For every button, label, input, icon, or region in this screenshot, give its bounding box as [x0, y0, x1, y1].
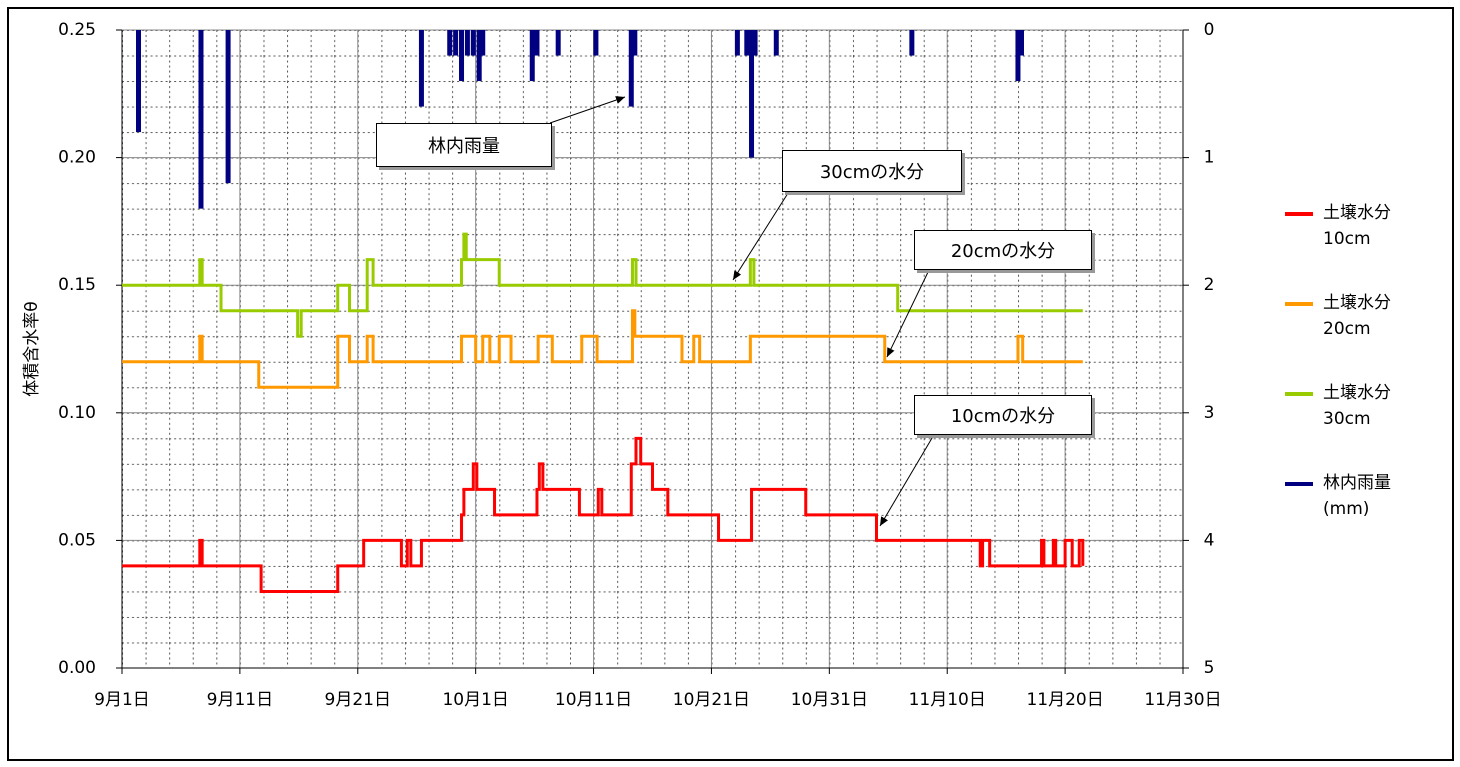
- y2-tick-label: 2: [1204, 275, 1215, 295]
- bar: [628, 30, 634, 107]
- x-tick-label: 9月11日: [207, 690, 273, 710]
- bar: [555, 30, 561, 56]
- bar: [453, 30, 459, 56]
- legend-swatch: [1285, 392, 1313, 396]
- legend-item: 土壌水分 10cm: [1285, 200, 1445, 290]
- bar: [198, 30, 204, 209]
- bar: [459, 30, 465, 82]
- x-tick-label: 10月1日: [442, 690, 508, 710]
- bar: [464, 30, 470, 56]
- annotation: 林内雨量: [376, 123, 552, 167]
- legend-item: 土壌水分 30cm: [1285, 380, 1445, 470]
- bar: [744, 30, 750, 56]
- y-tick-label: 0.05: [58, 530, 96, 550]
- legend-label: 土壌水分 20cm: [1323, 293, 1391, 339]
- x-tick-label: 10月31日: [791, 690, 868, 710]
- legend-item: 土壌水分 20cm: [1285, 290, 1445, 380]
- x-tick-label: 9月1日: [94, 690, 150, 710]
- line: [122, 436, 1085, 593]
- y-tick-label: 0.15: [58, 275, 96, 295]
- y2-tick-label: 1: [1204, 148, 1215, 168]
- annotation: 10cmの水分: [914, 395, 1092, 435]
- bar: [136, 30, 142, 133]
- arrow: [886, 267, 931, 358]
- annotation: 30cmの水分: [782, 150, 962, 192]
- y2-tick-label: 3: [1204, 403, 1215, 423]
- legend-item: 林内雨量 (mm): [1285, 470, 1445, 560]
- bar: [529, 30, 535, 82]
- legend-swatch: [1285, 302, 1313, 306]
- y2-tick-label: 4: [1204, 530, 1215, 550]
- legend: 土壌水分 10cm 土壌水分 20cm 土壌水分 30cm 林内雨量 (mm): [1285, 200, 1445, 560]
- y-tick-label: 0.20: [58, 148, 96, 168]
- legend-label: 土壌水分 10cm: [1323, 203, 1391, 249]
- y2-tick-label: 0: [1204, 20, 1215, 40]
- bar: [476, 30, 482, 82]
- x-tick-label: 11月30日: [1144, 690, 1221, 710]
- bar: [418, 30, 424, 107]
- y-tick-label: 0.10: [58, 403, 96, 423]
- x-tick-label: 11月20日: [1026, 690, 1103, 710]
- y-tick-label: 0.00: [58, 658, 96, 678]
- bar: [225, 30, 231, 184]
- bar: [470, 30, 476, 56]
- arrow: [879, 432, 936, 527]
- x-tick-label: 10月21日: [673, 690, 750, 710]
- bar: [593, 30, 599, 56]
- bar: [480, 30, 486, 56]
- bar: [749, 30, 755, 158]
- arrow: [549, 96, 626, 124]
- x-tick-label: 10月11日: [555, 690, 632, 710]
- minor-grid: [122, 30, 1183, 668]
- bar: [632, 30, 638, 56]
- bar: [447, 30, 453, 56]
- bar: [773, 30, 779, 56]
- x-tick-label: 9月21日: [325, 690, 391, 710]
- bar: [1018, 30, 1024, 56]
- bar: [734, 30, 740, 56]
- legend-label: 土壌水分 30cm: [1323, 383, 1391, 429]
- frame: [7, 7, 1454, 761]
- annotation: 20cmの水分: [914, 230, 1092, 270]
- legend-swatch: [1285, 482, 1313, 486]
- bar: [909, 30, 915, 56]
- line: [122, 232, 1083, 338]
- line: [122, 309, 1083, 389]
- legend-swatch: [1285, 212, 1313, 216]
- y-axis-label: 体積含水率θ: [22, 301, 42, 396]
- y-tick-label: 0.25: [58, 20, 96, 40]
- x-tick-label: 11月10日: [909, 690, 986, 710]
- arrow: [732, 189, 791, 281]
- legend-label: 林内雨量 (mm): [1323, 473, 1391, 519]
- bar: [534, 30, 540, 56]
- bar: [1015, 30, 1021, 82]
- y2-tick-label: 5: [1204, 658, 1215, 678]
- bar: [752, 30, 758, 56]
